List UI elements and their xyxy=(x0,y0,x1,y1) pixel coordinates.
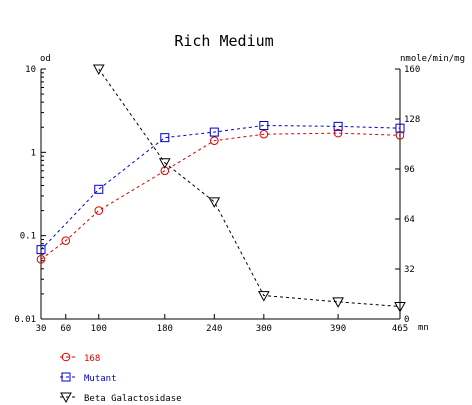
x-axis-tick-label: 390 xyxy=(330,324,346,334)
x-axis-tick-label: 240 xyxy=(206,324,222,334)
legend-item-beta-galactosidase: Beta Galactosidase xyxy=(60,392,182,404)
x-axis-label: mn xyxy=(418,323,429,333)
right-axis-label: nmole/min/mg xyxy=(400,54,465,64)
right-axis-tick-label: 32 xyxy=(404,265,415,275)
legend-item-mutant: Mutant xyxy=(60,372,117,384)
series-line-beta-galactosidase xyxy=(98,68,401,307)
data-point-mutant xyxy=(395,123,405,133)
right-axis-tick-label: 96 xyxy=(404,165,415,175)
data-point-168 xyxy=(36,255,46,264)
series-group xyxy=(36,64,406,313)
legend-marker-mutant xyxy=(61,372,71,382)
right-axis-tick-label: 160 xyxy=(404,65,420,75)
series-168 xyxy=(36,128,405,264)
x-axis-tick-label: 180 xyxy=(157,324,173,334)
legend-label-mutant: Mutant xyxy=(84,374,117,384)
data-point-beta-galactosidase xyxy=(394,302,406,313)
legend-marker-168 xyxy=(61,352,71,362)
x-axis-tick-label: 300 xyxy=(256,324,272,334)
right-axis-tick-label: 128 xyxy=(404,115,420,125)
left-axis-tick-label: 10 xyxy=(25,65,36,75)
data-point-beta-galactosidase xyxy=(332,297,344,308)
data-point-168 xyxy=(259,129,269,139)
data-point-168 xyxy=(94,206,104,215)
legend-label-beta-galactosidase: Beta Galactosidase xyxy=(84,394,182,404)
legend-item-168: 168 xyxy=(60,352,100,364)
data-point-168 xyxy=(61,236,71,246)
data-point-168 xyxy=(333,128,343,138)
data-point-mutant xyxy=(333,121,343,131)
series-line-168 xyxy=(40,132,401,260)
data-point-beta-galactosidase xyxy=(158,158,171,169)
x-axis-tick-label: 465 xyxy=(392,324,408,334)
x-axis-tick-label: 100 xyxy=(91,324,107,334)
data-point-beta-galactosidase xyxy=(257,291,270,302)
left-axis-tick-label: 1 xyxy=(31,148,36,158)
left-axis-label: od xyxy=(40,54,51,64)
chart-title: Rich Medium xyxy=(174,32,273,50)
data-point-mutant xyxy=(94,184,104,194)
data-point-beta-galactosidase xyxy=(92,64,105,76)
data-point-mutant xyxy=(259,120,269,130)
left-axis-tick-label: 0.1 xyxy=(20,232,36,242)
data-point-mutant xyxy=(36,245,46,255)
data-point-mutant xyxy=(160,133,170,143)
right-axis-tick-label: 0 xyxy=(404,315,409,325)
series-line-mutant xyxy=(40,124,401,250)
x-axis-tick-label: 30 xyxy=(36,324,47,334)
legend-marker-beta-galactosidase xyxy=(60,392,72,404)
data-point-beta-galactosidase xyxy=(208,197,221,208)
legend: 168 Mutant Beta Galactosidase xyxy=(60,352,182,404)
data-point-168 xyxy=(395,131,405,140)
legend-label-168: 168 xyxy=(84,354,100,364)
x-axis-tick-label: 60 xyxy=(60,324,71,334)
right-axis-tick-label: 64 xyxy=(404,215,415,225)
series-beta-galactosidase xyxy=(92,64,406,313)
series-mutant xyxy=(36,120,405,255)
left-axis-tick-label: 0.01 xyxy=(14,315,36,325)
data-point-mutant xyxy=(209,127,219,137)
axes xyxy=(40,69,401,320)
data-point-168 xyxy=(210,136,219,145)
